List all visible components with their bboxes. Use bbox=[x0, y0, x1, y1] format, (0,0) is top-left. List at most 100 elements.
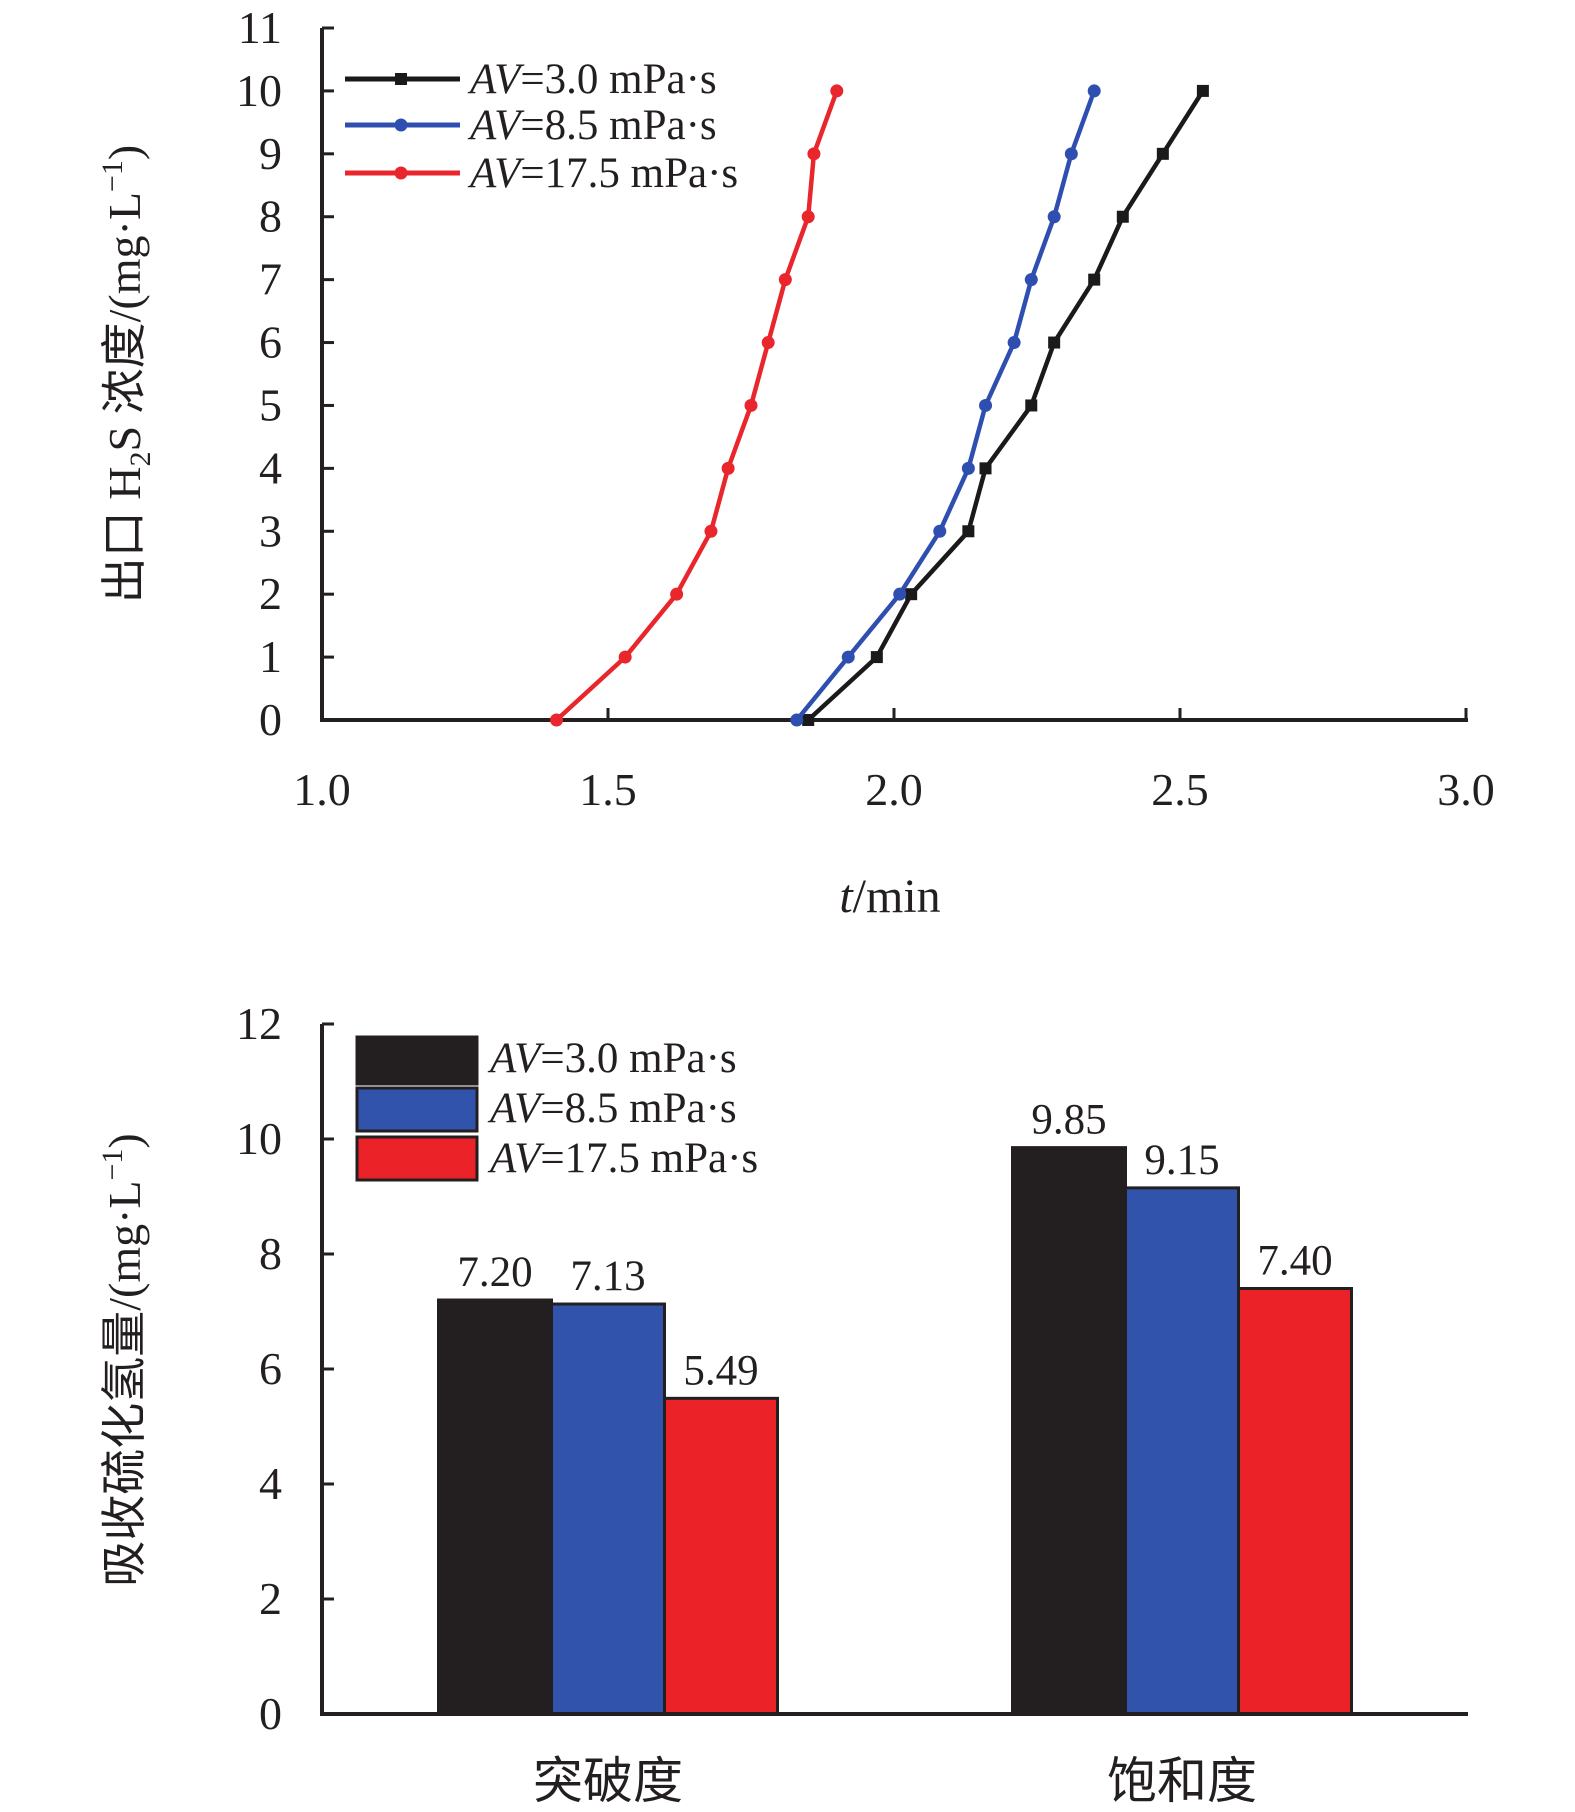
line-point bbox=[778, 273, 792, 287]
line-y-tick-label: 9 bbox=[259, 128, 282, 179]
line-y-tick-label: 10 bbox=[236, 65, 282, 116]
line-point bbox=[1116, 210, 1129, 223]
bar-legend-swatch-3 bbox=[355, 1135, 479, 1182]
line-legend-marker-2 bbox=[394, 118, 408, 132]
bar-chart-categories: 突破度 饱和度 bbox=[533, 1753, 1257, 1809]
line-point bbox=[801, 210, 815, 224]
line-point bbox=[979, 398, 993, 412]
line-point bbox=[744, 398, 758, 412]
line-point bbox=[807, 147, 821, 161]
line-point bbox=[841, 650, 855, 664]
line-point bbox=[830, 84, 844, 98]
line-y-tick-label: 7 bbox=[259, 254, 282, 305]
line-point bbox=[1048, 336, 1061, 349]
line-point bbox=[893, 587, 907, 601]
line-point bbox=[1196, 84, 1209, 97]
line-legend-marker-3 bbox=[394, 166, 408, 180]
bar-value-label: 9.15 bbox=[1144, 1137, 1219, 1184]
line-x-tick-label: 2.5 bbox=[1151, 764, 1209, 815]
bar-legend-label-3: AV=17.5 mPa·s bbox=[487, 1135, 758, 1182]
bar-value-label: 7.20 bbox=[457, 1249, 532, 1296]
line-point bbox=[618, 650, 632, 664]
line-point bbox=[761, 336, 775, 350]
line-x-tick-label: 3.0 bbox=[1437, 764, 1495, 815]
bar-value-label: 7.40 bbox=[1257, 1238, 1332, 1285]
line-legend-label-1: AV=3.0 mPa·s bbox=[467, 56, 717, 103]
line-series-3 bbox=[550, 84, 844, 727]
line-x-tick-label: 1.5 bbox=[579, 764, 637, 815]
bar-value-label: 5.49 bbox=[683, 1347, 758, 1394]
bar bbox=[550, 1302, 666, 1716]
line-point bbox=[1047, 210, 1061, 224]
bar-legend-item-3: AV=17.5 mPa·s bbox=[355, 1135, 758, 1182]
line-legend-item-3: AV=17.5 mPa·s bbox=[345, 150, 738, 197]
line-point bbox=[802, 714, 815, 726]
line-y-tick-label: 4 bbox=[259, 442, 282, 493]
bar-legend-swatch-1 bbox=[355, 1035, 479, 1086]
line-point bbox=[1088, 273, 1101, 286]
bar bbox=[1011, 1146, 1127, 1716]
line-y-tick-label: 3 bbox=[259, 505, 282, 556]
bar-y-tick-label: 8 bbox=[259, 1228, 282, 1279]
line-series-1 bbox=[802, 84, 1209, 726]
line-y-tick-label: 8 bbox=[259, 191, 282, 242]
bar bbox=[663, 1396, 779, 1716]
line-point bbox=[870, 651, 883, 664]
line-legend-marker-1 bbox=[395, 73, 407, 85]
line-chart-x-axis-title: t/min bbox=[839, 870, 940, 923]
line-point bbox=[550, 713, 564, 727]
line-point bbox=[933, 524, 947, 538]
bar-y-tick-label: 0 bbox=[259, 1688, 282, 1739]
bar-legend-label-2: AV=8.5 mPa·s bbox=[487, 1085, 737, 1132]
line-point bbox=[1156, 147, 1169, 160]
bar-legend-item-1: AV=3.0 mPa·s bbox=[355, 1035, 737, 1086]
line-legend-label-2: AV=8.5 mPa·s bbox=[467, 102, 717, 149]
bar-legend-label-1: AV=3.0 mPa·s bbox=[487, 1035, 737, 1082]
bar-chart-y-axis-title: 吸收硫化氢量/(mg·L−1) bbox=[96, 1133, 150, 1587]
bar-chart-legend: AV=3.0 mPa·s AV=8.5 mPa·s AV=17.5 mPa·s bbox=[355, 1035, 758, 1182]
bar-chart-y-ticks: 0 2 4 6 8 10 12 bbox=[236, 998, 334, 1739]
line-x-tick-label: 2.0 bbox=[865, 764, 923, 815]
line-point bbox=[721, 461, 735, 475]
line-point bbox=[1007, 336, 1021, 350]
line-x-tick-label: 1.0 bbox=[293, 764, 351, 815]
line-legend-item-1: AV=3.0 mPa·s bbox=[345, 56, 717, 103]
bar-legend-swatch-2 bbox=[355, 1086, 479, 1133]
line-y-tick-label: 6 bbox=[259, 317, 282, 368]
line-y-tick-label: 2 bbox=[259, 568, 282, 619]
bar-y-tick-label: 12 bbox=[236, 998, 282, 1049]
line-point bbox=[1064, 147, 1078, 161]
line-y-tick-label: 11 bbox=[238, 2, 282, 53]
bar bbox=[437, 1298, 553, 1716]
bar-y-tick-label: 6 bbox=[259, 1343, 282, 1394]
line-chart-y-ticks: 0 1 2 3 4 5 6 7 8 9 10 11 bbox=[236, 2, 334, 745]
line-point bbox=[1025, 399, 1038, 412]
bar-chart-bars: 7.20 7.13 5.49 9.85 9.15 7.40 bbox=[437, 1097, 1353, 1716]
bar-y-tick-label: 10 bbox=[236, 1113, 282, 1164]
bar-legend-item-2: AV=8.5 mPa·s bbox=[355, 1085, 737, 1133]
line-point bbox=[979, 462, 992, 475]
line-chart-x-ticks: 1.0 1.5 2.0 2.5 3.0 bbox=[293, 708, 1495, 815]
bar-chart: 7.20 7.13 5.49 9.85 9.15 7.40 0 2 4 6 8 10 12 突破度 饱和… bbox=[96, 998, 1468, 1809]
bar-y-tick-label: 2 bbox=[259, 1573, 282, 1624]
bar bbox=[1237, 1287, 1353, 1716]
bar bbox=[1124, 1186, 1240, 1716]
line-point bbox=[1024, 273, 1038, 287]
bar-y-tick-label: 4 bbox=[259, 1458, 282, 1509]
line-series-2 bbox=[790, 84, 1101, 727]
line-chart-series bbox=[550, 84, 1209, 727]
line-chart: 0 1 2 3 4 5 6 7 8 9 10 11 1.0 1.5 2.0 2.5 3.0 AV=3.0 mP… bbox=[96, 2, 1495, 923]
line-chart-y-axis-title: 出口 H2S 浓度/(mg·L−1) bbox=[96, 145, 157, 603]
line-series-path bbox=[806, 89, 1205, 722]
line-point bbox=[961, 461, 975, 475]
bar-value-label: 7.13 bbox=[570, 1253, 645, 1300]
line-chart-legend: AV=3.0 mPa·s AV=8.5 mPa·s AV=17.5 mPa·s bbox=[345, 56, 738, 197]
line-point bbox=[790, 713, 804, 727]
line-point bbox=[1087, 84, 1101, 98]
line-point bbox=[962, 525, 975, 538]
bar-category-label: 突破度 bbox=[533, 1753, 683, 1809]
line-legend-label-3: AV=17.5 mPa·s bbox=[467, 150, 738, 197]
bar-value-label: 9.85 bbox=[1031, 1097, 1106, 1144]
line-point bbox=[905, 588, 918, 601]
